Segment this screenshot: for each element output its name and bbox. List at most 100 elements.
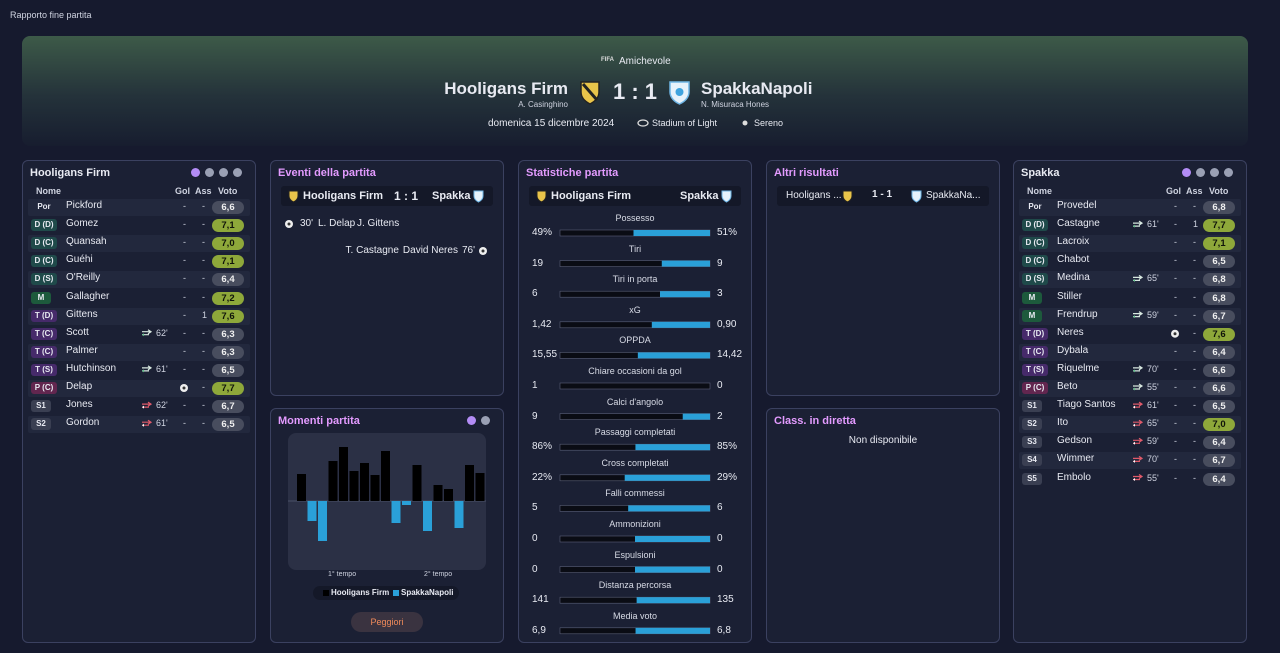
- rating-pill: 7,0: [212, 237, 244, 251]
- stat-name: Calci d'angolo: [606, 396, 664, 407]
- goals: -: [183, 327, 186, 338]
- stat-name: Distanza percorsa: [598, 580, 672, 591]
- window-title: Rapporto fine partita: [10, 10, 92, 20]
- column-header: Gol: [175, 186, 190, 196]
- moment-bar: [339, 447, 348, 501]
- goals: -: [1174, 382, 1177, 392]
- player-name: Scott: [66, 326, 89, 338]
- stat-name: Possesso: [615, 213, 655, 223]
- away-manager: N. Misuraca Hones: [701, 100, 770, 109]
- player-name: Beto: [1057, 381, 1078, 392]
- result-home: Hooligans ...: [786, 190, 842, 201]
- column-header: Gol: [1166, 186, 1181, 196]
- stat-home: 15,55: [532, 349, 558, 361]
- moment-bar: [370, 475, 380, 501]
- half-label: 2° tempo: [424, 571, 453, 578]
- stat-away: 85%: [717, 441, 738, 453]
- rating-pill: 6,6: [1203, 363, 1235, 377]
- sub-minute: 61': [1147, 400, 1159, 411]
- player-name: Frendrup: [1057, 308, 1098, 320]
- lineup-title: Spakka: [1021, 167, 1060, 179]
- goals: -: [183, 418, 186, 429]
- page-dot: [1224, 168, 1233, 177]
- home-crest-small: [536, 190, 547, 203]
- sub-minute: 70': [1147, 454, 1159, 465]
- position-badge: S5: [1022, 472, 1042, 485]
- moment-bar: [444, 489, 453, 501]
- column-header: Nome: [36, 186, 62, 196]
- stat-home: 6: [532, 288, 538, 300]
- assists: -: [202, 400, 205, 411]
- column-header: Voto: [218, 186, 238, 196]
- stat-home: 0: [532, 533, 538, 544]
- goals: -: [183, 219, 186, 230]
- position-badge: M: [31, 291, 51, 304]
- home-crest: [580, 81, 600, 105]
- sub-arrow-tip: [1133, 369, 1135, 373]
- player-name: Chabot: [1057, 254, 1090, 266]
- worst-button[interactable]: Peggiori: [351, 612, 423, 632]
- page-dot: [1182, 168, 1191, 177]
- events-home: Hooligans Firm: [303, 190, 384, 202]
- rating-pill: 7,1: [212, 255, 244, 269]
- stat-home: 86%: [532, 441, 553, 453]
- rating-pill: 6,5: [212, 418, 244, 432]
- event-minute: 30': [300, 218, 314, 229]
- sub-arrow-tip: [1133, 459, 1135, 463]
- stat-home: 19: [532, 257, 544, 269]
- rating-pill: 6,7: [212, 400, 244, 414]
- player-name: Pickford: [66, 200, 103, 211]
- stat-name: Chiare occasioni da gol: [588, 366, 682, 376]
- rating-pill: 7,1: [1203, 237, 1235, 251]
- goals: -: [1174, 418, 1177, 429]
- goals: -: [183, 291, 186, 302]
- stat-away: 14,42: [717, 349, 743, 361]
- player-name: Embolo: [1057, 471, 1091, 483]
- panel: [766, 408, 1000, 643]
- assists: -: [202, 363, 205, 374]
- stat-away: 6: [717, 502, 723, 514]
- stats-away: Spakka: [680, 190, 719, 202]
- stat-away: 0: [717, 380, 723, 391]
- legend-swatch: [323, 590, 329, 596]
- weather-icon: [742, 120, 748, 126]
- page-dot: [1210, 168, 1219, 177]
- rating-pill: 6,4: [1203, 472, 1235, 486]
- competition-logo: FIFA: [601, 57, 614, 63]
- moment-bar: [360, 463, 369, 501]
- sub-minute: 65': [1147, 273, 1159, 284]
- stat-home: 22%: [532, 471, 553, 483]
- away-crest-small: [911, 190, 922, 203]
- stat-home: 0: [532, 563, 538, 575]
- ball-spot: [182, 386, 186, 390]
- row-stripe: [28, 380, 250, 397]
- home-team: Hooligans Firm: [444, 79, 568, 98]
- away-crest: [669, 81, 690, 105]
- assists: -: [202, 255, 205, 266]
- sub-arrow-tip: [1133, 224, 1135, 228]
- stat-bar: [637, 352, 710, 359]
- rating-pill: 7,2: [212, 291, 244, 305]
- stats-home: Hooligans Firm: [551, 190, 632, 202]
- goals: -: [183, 345, 186, 356]
- assists: -: [1193, 436, 1196, 447]
- rating-pill: 7,1: [212, 219, 244, 233]
- legend-label: Hooligans Firm: [331, 588, 390, 597]
- panel-title: Eventi della partita: [278, 167, 376, 179]
- row-stripe: [1019, 235, 1241, 253]
- stat-name: Passaggi completati: [594, 427, 676, 438]
- moment-bar: [381, 451, 390, 501]
- stat-name: Cross completati: [601, 457, 669, 468]
- position-badge: T (S): [1022, 363, 1048, 376]
- position-badge: D (C): [1022, 237, 1048, 250]
- player-name: Gomez: [66, 218, 99, 230]
- player-name: Tiago Santos: [1057, 399, 1116, 411]
- stat-bar: [624, 474, 710, 481]
- position-badge: D (S): [1022, 273, 1048, 286]
- position-badge: T (C): [1022, 345, 1048, 358]
- assists: -: [202, 273, 205, 284]
- player-name: Quansah: [66, 236, 107, 248]
- page-dot: [481, 416, 490, 425]
